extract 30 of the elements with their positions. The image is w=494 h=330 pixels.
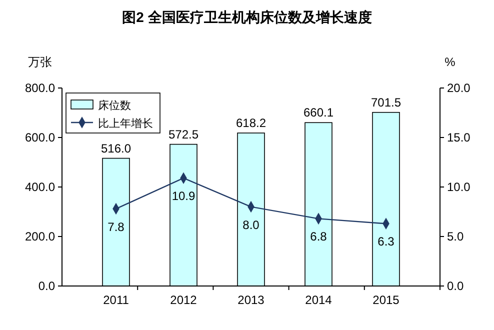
data-label: 6.3 <box>378 234 395 249</box>
legend-label: 床位数 <box>98 99 131 112</box>
y2-tick-label: 15.0 <box>447 130 471 144</box>
x-tick-label: 2014 <box>305 293 332 307</box>
x-tick-label: 2011 <box>103 293 130 307</box>
y-tick-label: 0.0 <box>38 279 56 293</box>
y2-tick-label: 5.0 <box>447 230 464 244</box>
y-tick-label: 200.0 <box>24 230 56 244</box>
y-axis-title: 万张 <box>28 55 52 69</box>
y2-tick-label: 0.0 <box>447 279 464 293</box>
y2-tick-label: 10.0 <box>447 180 471 194</box>
data-label: 572.5 <box>168 127 199 142</box>
y-tick-label: 800.0 <box>24 81 56 95</box>
data-label: 516.0 <box>100 141 132 156</box>
data-label: 660.1 <box>303 106 334 120</box>
data-label: 7.8 <box>108 220 125 234</box>
y2-axis-title: % <box>444 55 456 69</box>
x-tick-label: 2012 <box>170 293 198 307</box>
legend-label: 比上年增长 <box>98 117 153 130</box>
chart-title: 图2 全国医疗卫生机构床位数及增长速度 <box>122 9 372 25</box>
y2-tick-label: 20.0 <box>447 81 471 95</box>
data-label: 701.5 <box>370 95 402 110</box>
x-tick-label: 2015 <box>372 293 400 307</box>
x-tick-label: 2013 <box>238 293 265 307</box>
data-label: 6.8 <box>310 230 328 244</box>
data-label: 10.9 <box>172 189 196 204</box>
data-label: 8.0 <box>242 218 260 232</box>
y-tick-label: 600.0 <box>24 130 56 144</box>
y-tick-label: 400.0 <box>24 180 56 194</box>
data-label: 618.2 <box>236 116 266 130</box>
